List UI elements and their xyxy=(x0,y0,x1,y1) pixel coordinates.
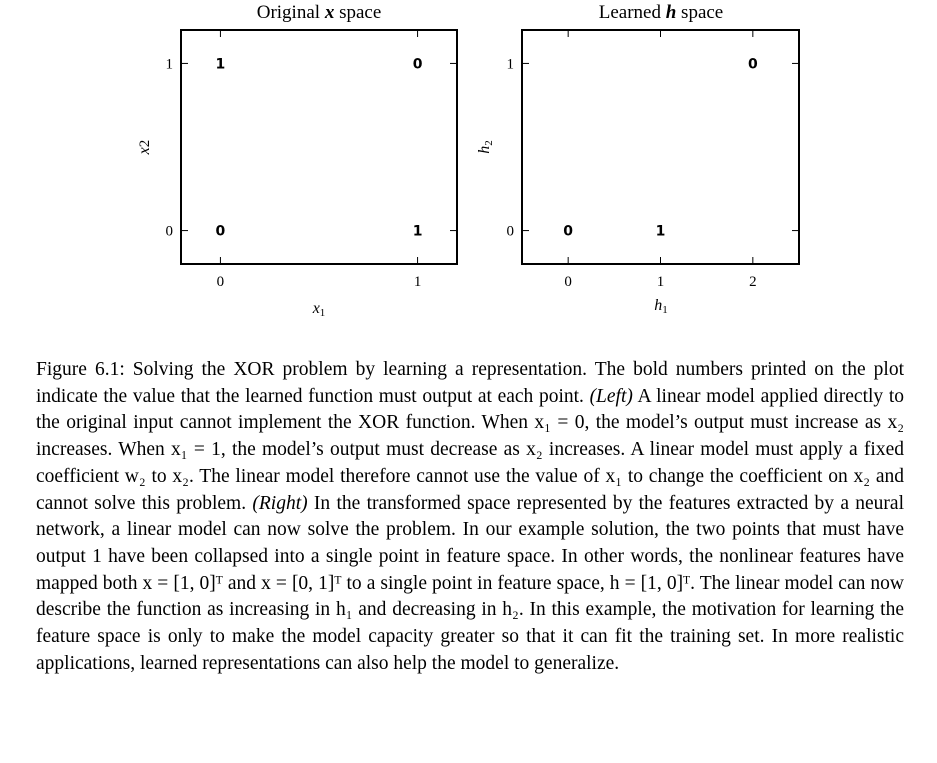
point-label: 0 xyxy=(413,56,423,72)
point-label: 0 xyxy=(748,56,758,72)
point-label: 1 xyxy=(413,224,423,240)
left-y-axis-label: x2 xyxy=(136,140,153,156)
y-tick-label: 0 xyxy=(166,224,174,240)
point-label: 0 xyxy=(216,224,226,240)
x-tick-label: 1 xyxy=(657,274,665,290)
x-tick-label: 0 xyxy=(217,274,225,290)
right-y-axis-label: h2 xyxy=(476,140,495,154)
right-panel-title: Learned h space xyxy=(599,2,724,23)
left-ticks: 0 1 0 1 xyxy=(166,30,457,290)
point-label: 1 xyxy=(656,224,666,240)
right-ticks: 0 1 2 0 1 xyxy=(507,30,799,290)
caption-paragraph: Figure 6.1: Solving the XOR problem by l… xyxy=(36,357,904,677)
left-points: 1 0 0 1 xyxy=(216,56,423,239)
caption-lead: Figure 6.1: Solving the XOR problem by l… xyxy=(36,359,904,407)
caption-left-tag: (Left) xyxy=(589,385,633,407)
caption-right-text: In the transformed space represented by … xyxy=(36,492,904,674)
caption-left-text: A linear model applied directly to the o… xyxy=(36,385,904,514)
figure-caption: Figure 6.1: Solving the XOR problem by l… xyxy=(36,357,904,677)
left-panel-title: Original x space xyxy=(257,2,382,23)
figure: Original x space 0 1 0 1 1 0 0 1 x1 x2 Learned… xyxy=(136,2,800,319)
point-label: 1 xyxy=(216,56,226,72)
x-tick-label: 2 xyxy=(749,274,757,290)
left-panel-original-x-space: Original x space 0 1 0 1 1 0 0 1 x1 x2 xyxy=(136,2,458,319)
point-label: 0 xyxy=(563,224,573,240)
right-points: 0 0 1 xyxy=(563,56,758,239)
y-tick-label: 1 xyxy=(166,56,174,72)
caption-right-tag: (Right) xyxy=(252,492,308,514)
left-x-axis-label: x1 xyxy=(312,300,326,319)
x-tick-label: 1 xyxy=(414,274,422,290)
left-plot-frame xyxy=(180,29,458,265)
right-panel-learned-h-space: Learned h space 0 1 2 0 1 0 0 1 h1 h2 xyxy=(476,2,800,316)
x-tick-label: 0 xyxy=(564,274,572,290)
right-x-axis-label: h1 xyxy=(654,297,668,316)
y-tick-label: 1 xyxy=(507,56,515,72)
y-tick-label: 0 xyxy=(507,224,515,240)
